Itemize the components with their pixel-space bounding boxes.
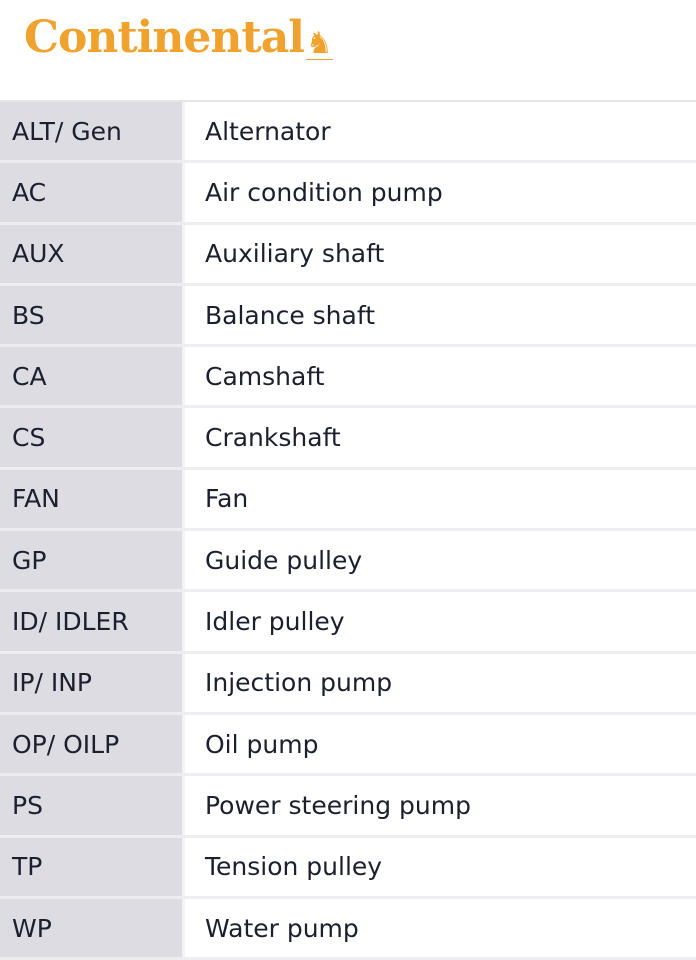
horse-icon: ♞ (305, 26, 333, 61)
header: Continental ♞ (0, 0, 696, 102)
description-cell: Alternator (205, 116, 331, 146)
table-row: BS Balance shaft (0, 285, 696, 348)
table-row: TP Tension pulley (0, 837, 696, 899)
abbreviation-cell: GP (0, 531, 185, 590)
table-row: ALT/ Gen Alternator (0, 102, 696, 164)
table-row: AUX Auxiliary shaft (0, 224, 696, 286)
abbreviation-table: ALT/ Gen Alternator AC Air condition pump AU… (0, 102, 696, 960)
description-cell: Oil pump (205, 729, 319, 759)
abbreviation-cell: ALT/ Gen (0, 102, 185, 161)
table-row: CA Camshaft (0, 347, 696, 409)
abbreviation-cell: ID/ IDLER (0, 592, 185, 651)
abbreviation-cell: IP/ INP (0, 653, 185, 712)
abbreviation-cell: FAN (0, 469, 185, 529)
table-row: PS Power steering pump (0, 776, 696, 838)
table-row: WP Water pump (0, 898, 696, 960)
table-row: IP/ INP Injection pump (0, 653, 696, 715)
table-row: FAN Fan (0, 469, 696, 532)
description-cell: Power steering pump (205, 790, 471, 820)
abbreviation-cell: TP (0, 837, 185, 896)
description-cell: Idler pulley (205, 607, 345, 637)
abbreviation-cell: CS (0, 408, 185, 467)
description-cell: Air condition pump (205, 177, 443, 207)
abbreviation-cell: CA (0, 347, 185, 406)
table-row: ID/ IDLER Idler pulley (0, 592, 696, 654)
table-row: OP/ OILP Oil pump (0, 714, 696, 777)
description-cell: Tension pulley (205, 852, 383, 882)
continental-logo: Continental ♞ (24, 16, 333, 60)
abbreviation-cell: PS (0, 776, 185, 835)
abbreviation-cell: AC (0, 163, 185, 222)
description-cell: Fan (205, 484, 249, 514)
description-cell: Injection pump (205, 668, 393, 698)
abbreviation-cell: OP/ OILP (0, 714, 185, 774)
logo-text: Continental (24, 12, 305, 63)
description-cell: Auxiliary shaft (205, 239, 385, 269)
description-cell: Water pump (205, 913, 359, 943)
description-cell: Balance shaft (205, 300, 376, 330)
description-cell: Camshaft (205, 361, 325, 391)
abbreviation-cell: WP (0, 898, 185, 958)
description-cell: Crankshaft (205, 423, 341, 453)
table-row: AC Air condition pump (0, 163, 696, 225)
table-row: CS Crankshaft (0, 408, 696, 470)
abbreviation-cell: AUX (0, 224, 185, 283)
description-cell: Guide pulley (205, 545, 363, 575)
abbreviation-cell: BS (0, 285, 185, 345)
table-row: GP Guide pulley (0, 531, 696, 593)
